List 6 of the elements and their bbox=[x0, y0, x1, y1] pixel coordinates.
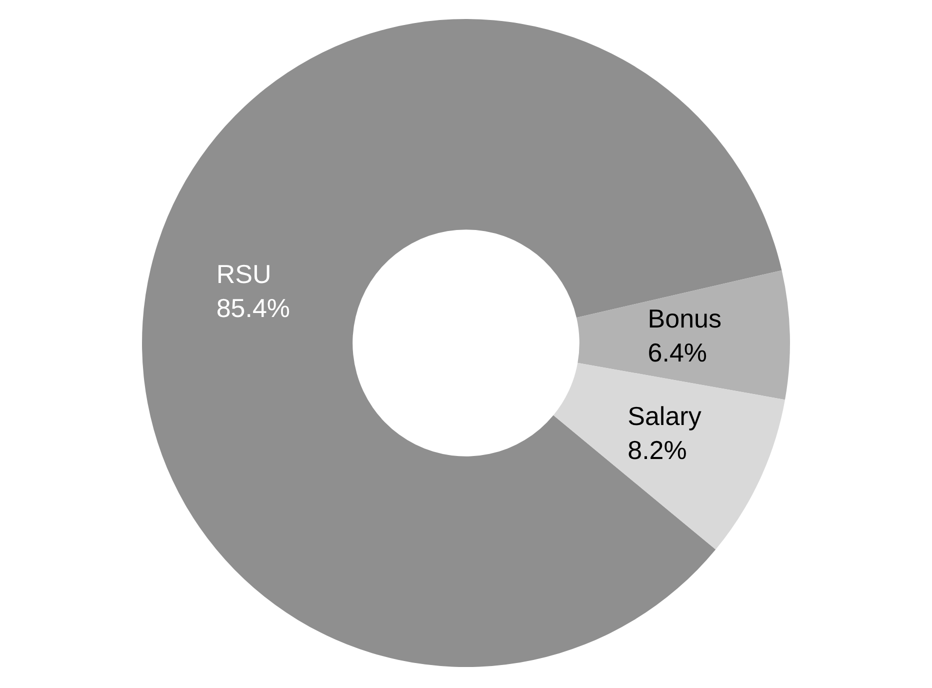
data-label: 85.4% bbox=[216, 292, 290, 323]
data-label: 8.2% bbox=[628, 435, 687, 466]
data-label: 6.4% bbox=[648, 338, 708, 368]
slice-label: RSU bbox=[216, 258, 272, 289]
slice-label: Salary bbox=[628, 401, 702, 432]
slice-label: Bonus bbox=[648, 304, 722, 334]
